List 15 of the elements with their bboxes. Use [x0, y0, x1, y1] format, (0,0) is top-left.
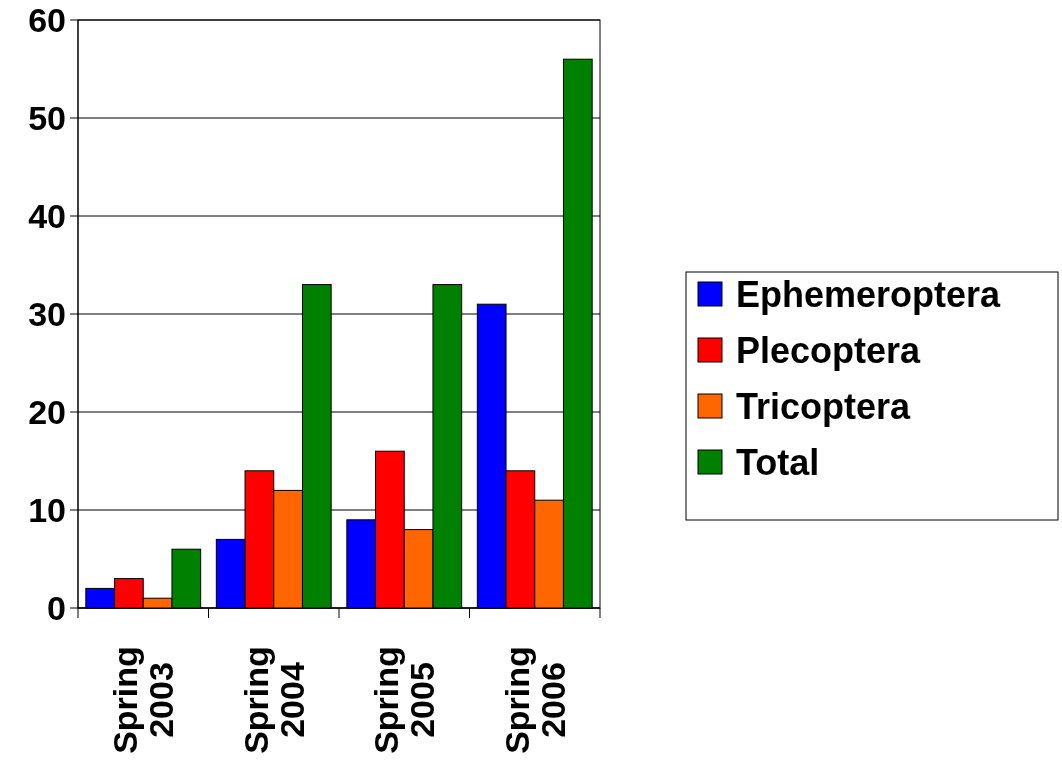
- x-tick-label: Spring 2003: [106, 646, 181, 754]
- y-tick-label: 10: [28, 490, 66, 529]
- legend-label: Total: [736, 441, 820, 483]
- x-tick-label: Spring 2006: [497, 646, 572, 754]
- legend-label: Ephemeroptera: [736, 273, 1002, 315]
- legend-label: Plecoptera: [736, 329, 922, 371]
- y-tick-label: 50: [28, 98, 66, 137]
- y-tick-label: 60: [28, 0, 66, 39]
- y-tick-label: 20: [28, 392, 66, 431]
- y-tick-label: 0: [47, 588, 66, 627]
- y-tick-label: 40: [28, 196, 66, 235]
- legend-label: Tricoptera: [736, 385, 912, 427]
- x-tick-label: Spring 2005: [367, 646, 442, 754]
- y-tick-label: 30: [28, 294, 66, 333]
- x-tick-label: Spring 2004: [236, 646, 311, 754]
